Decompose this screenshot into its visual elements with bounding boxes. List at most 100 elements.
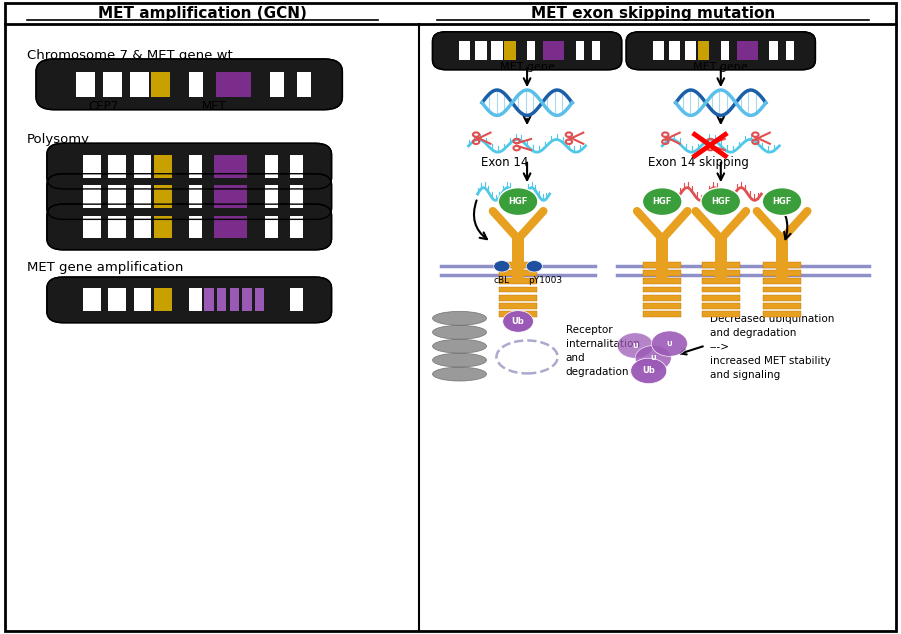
Bar: [643, 295, 681, 301]
Bar: [698, 41, 709, 60]
Bar: [763, 270, 801, 276]
Bar: [290, 216, 303, 238]
Circle shape: [494, 261, 510, 272]
Text: HGF: HGF: [508, 197, 528, 206]
Bar: [643, 278, 681, 284]
FancyBboxPatch shape: [36, 59, 342, 110]
Text: Polysomy: Polysomy: [27, 133, 90, 146]
Bar: [652, 41, 664, 60]
Bar: [592, 41, 600, 60]
Bar: [702, 295, 740, 301]
Circle shape: [651, 331, 687, 356]
Bar: [715, 238, 727, 279]
Circle shape: [762, 188, 802, 216]
Bar: [702, 311, 740, 317]
Bar: [103, 72, 122, 97]
Bar: [151, 72, 170, 97]
Bar: [154, 185, 171, 208]
Text: HGF: HGF: [711, 197, 731, 206]
Bar: [777, 238, 787, 279]
Bar: [214, 216, 247, 238]
Text: MET exon skipping mutation: MET exon skipping mutation: [531, 6, 776, 21]
Text: U: U: [651, 355, 656, 361]
Bar: [702, 287, 740, 292]
FancyBboxPatch shape: [47, 277, 332, 323]
Bar: [76, 72, 95, 97]
Bar: [290, 288, 303, 311]
Bar: [499, 262, 537, 268]
Bar: [499, 270, 537, 276]
FancyBboxPatch shape: [47, 174, 332, 219]
Bar: [154, 155, 171, 178]
Bar: [189, 288, 202, 311]
Circle shape: [617, 333, 653, 358]
Circle shape: [642, 188, 682, 216]
Text: MET gene: MET gene: [694, 62, 748, 72]
Bar: [83, 288, 101, 311]
Bar: [242, 288, 251, 311]
Bar: [133, 185, 151, 208]
Bar: [763, 295, 801, 301]
Bar: [499, 278, 537, 284]
FancyBboxPatch shape: [47, 143, 332, 189]
Bar: [108, 155, 126, 178]
Text: Exon 14: Exon 14: [481, 156, 528, 169]
Bar: [255, 288, 264, 311]
Bar: [512, 238, 523, 279]
Bar: [499, 295, 537, 301]
Bar: [763, 311, 801, 317]
Bar: [189, 216, 202, 238]
Bar: [216, 72, 251, 97]
Bar: [643, 262, 681, 268]
FancyBboxPatch shape: [626, 32, 815, 70]
Bar: [189, 185, 202, 208]
Bar: [475, 41, 487, 60]
Circle shape: [701, 188, 741, 216]
Bar: [505, 41, 515, 60]
Bar: [669, 41, 680, 60]
Bar: [205, 288, 214, 311]
Text: HGF: HGF: [652, 197, 672, 206]
Bar: [130, 72, 149, 97]
Bar: [769, 41, 778, 60]
Text: HGF: HGF: [772, 197, 792, 206]
Bar: [499, 287, 537, 292]
Bar: [290, 155, 303, 178]
Bar: [108, 185, 126, 208]
Bar: [643, 270, 681, 276]
Bar: [643, 287, 681, 292]
Ellipse shape: [432, 339, 487, 353]
Bar: [214, 185, 247, 208]
Circle shape: [635, 346, 671, 371]
Text: Receptor
internalitation
and
degradation: Receptor internalitation and degradation: [566, 325, 640, 377]
FancyArrowPatch shape: [772, 197, 790, 239]
Bar: [763, 278, 801, 284]
Bar: [214, 155, 247, 178]
Text: Ub: Ub: [642, 366, 655, 375]
Bar: [721, 41, 729, 60]
Bar: [189, 72, 203, 97]
Ellipse shape: [432, 325, 487, 339]
Bar: [643, 311, 681, 317]
Bar: [576, 41, 584, 60]
Bar: [154, 216, 171, 238]
Bar: [154, 288, 171, 311]
Text: cBL: cBL: [494, 276, 510, 285]
Bar: [133, 288, 151, 311]
Bar: [543, 41, 564, 60]
FancyBboxPatch shape: [47, 204, 332, 250]
Circle shape: [503, 311, 533, 332]
Bar: [737, 41, 758, 60]
Bar: [108, 288, 126, 311]
Bar: [527, 41, 535, 60]
Ellipse shape: [432, 311, 487, 325]
Bar: [643, 303, 681, 309]
Text: Decreased ubiquination
and degradation
--->
increased MET stability
and signalin: Decreased ubiquination and degradation -…: [710, 314, 834, 380]
Bar: [83, 216, 101, 238]
Bar: [459, 41, 470, 60]
Bar: [702, 303, 740, 309]
FancyArrowPatch shape: [474, 200, 487, 239]
Bar: [265, 216, 278, 238]
Circle shape: [526, 261, 542, 272]
Bar: [685, 41, 696, 60]
